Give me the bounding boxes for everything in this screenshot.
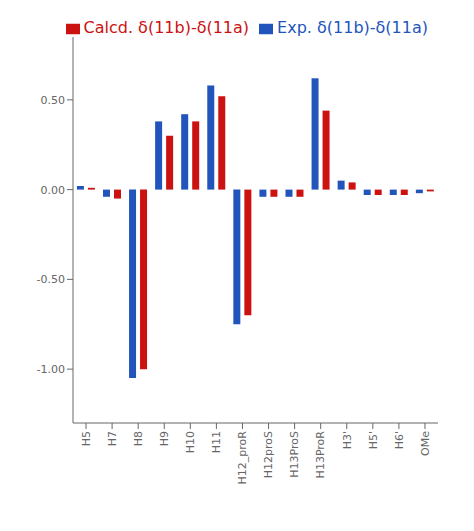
svg-text:-0.50: -0.50: [37, 273, 65, 286]
svg-text:H3': H3': [341, 431, 354, 449]
svg-text:H6': H6': [393, 431, 406, 449]
svg-text:H10: H10: [184, 431, 197, 453]
svg-text:H13ProR: H13ProR: [314, 431, 327, 479]
svg-text:H8: H8: [132, 431, 145, 446]
html-text:Exp. δ(11b)-δ(11a): Exp. δ(11b)-δ(11a): [277, 18, 428, 37]
svg-text:OMe: OMe: [419, 431, 432, 456]
svg-text:H7: H7: [106, 431, 119, 446]
svg-text:0.00: 0.00: [41, 184, 66, 197]
svg-text:H13ProS: H13ProS: [288, 431, 301, 478]
svg-text:H12_proR: H12_proR: [236, 431, 249, 485]
svg-text:H11: H11: [210, 431, 223, 453]
html-text:Calcd. δ(11b)-δ(11a): Calcd. δ(11b)-δ(11a): [83, 18, 250, 37]
svg-text:0.50: 0.50: [41, 94, 66, 107]
svg-text:H9: H9: [158, 431, 171, 446]
svg-text:H5: H5: [80, 431, 93, 446]
svg-text:H5': H5': [367, 431, 380, 449]
svg-text:-1.00: -1.00: [37, 363, 65, 376]
svg-text:H12proS: H12proS: [262, 431, 275, 478]
